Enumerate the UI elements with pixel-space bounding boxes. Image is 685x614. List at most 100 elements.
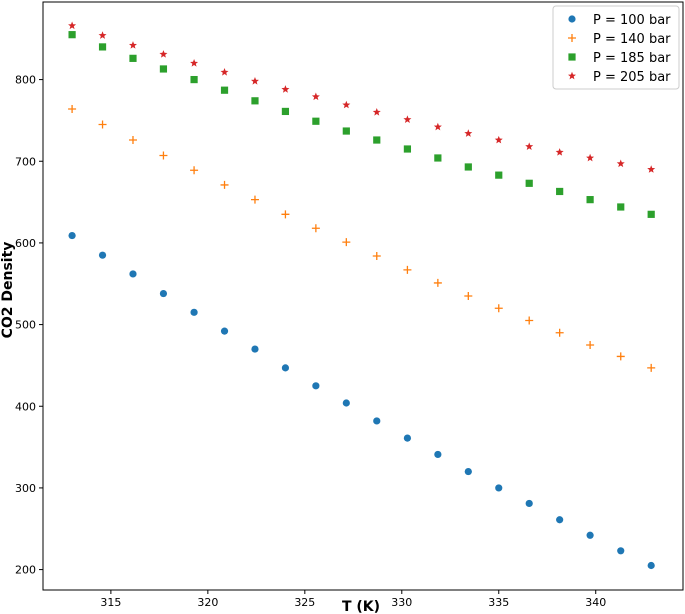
legend-marker (568, 34, 576, 42)
y-axis-title: CO2 Density (0, 242, 16, 339)
data-point (220, 68, 229, 76)
data-point (586, 153, 595, 162)
data-point (129, 54, 137, 62)
data-point (129, 270, 137, 278)
data-point (555, 328, 564, 337)
data-point (373, 417, 381, 425)
data-point (312, 382, 320, 390)
y-tick-label: 600 (15, 237, 36, 250)
data-point (464, 163, 472, 171)
y-tick-label: 700 (15, 155, 36, 168)
data-point (525, 142, 534, 150)
data-point (434, 450, 442, 459)
data-point (311, 92, 320, 101)
data-point (556, 516, 564, 524)
data-point (190, 166, 199, 175)
x-tick-label: 340 (585, 596, 606, 609)
data-point (68, 31, 76, 39)
data-point (342, 100, 351, 109)
data-point (464, 129, 473, 137)
data-point (433, 278, 442, 287)
x-tick-label: 335 (488, 596, 509, 609)
data-point (494, 304, 503, 313)
data-point (342, 238, 351, 247)
axes: 315 320 325 330 335 340 200 300 400 500 600 700 800 (15, 1, 684, 609)
legend: P = 100 bar P = 140 bar P = 185 bar P = 205… (552, 5, 680, 90)
data-point (616, 159, 625, 168)
data-point (433, 122, 442, 131)
data-point (128, 41, 137, 49)
data-point (434, 154, 442, 162)
data-point (220, 180, 229, 189)
data-point (647, 561, 655, 570)
data-point (464, 292, 473, 300)
series-2 (68, 104, 656, 372)
data-point (251, 345, 259, 353)
legend-marker (568, 15, 576, 23)
legend-label: P = 205 bar (593, 70, 671, 85)
data-point (586, 341, 595, 349)
legend-box (552, 5, 680, 90)
data-point (647, 165, 656, 173)
data-point (311, 224, 320, 233)
data-point (403, 115, 412, 123)
data-point (403, 265, 412, 274)
data-point (98, 251, 107, 259)
x-tick-label: 330 (391, 596, 412, 609)
data-point (190, 308, 198, 316)
data-point (647, 210, 655, 218)
data-point (251, 97, 259, 105)
data-point (281, 210, 290, 219)
legend-label: P = 185 bar (593, 51, 671, 66)
legend-marker (568, 53, 576, 61)
data-point (494, 135, 503, 144)
data-point (495, 484, 503, 492)
data-point (525, 316, 534, 325)
data-point (556, 187, 564, 196)
data-point (68, 21, 77, 30)
data-point (159, 289, 168, 298)
x-axis-title: T (K) (342, 599, 380, 614)
data-point (98, 43, 107, 51)
data-point (525, 499, 533, 508)
y-tick-label: 400 (15, 400, 36, 413)
data-point (586, 531, 594, 539)
data-point (281, 107, 290, 116)
data-point (617, 203, 625, 211)
data-point (68, 231, 76, 240)
data-point (98, 31, 107, 39)
data-point (403, 145, 412, 153)
data-point (525, 179, 533, 187)
data-point (159, 151, 168, 160)
data-point (159, 65, 168, 73)
y-tick-label: 200 (15, 564, 36, 577)
data-point (586, 196, 594, 204)
data-point (464, 467, 472, 476)
plot-frame (42, 1, 684, 591)
data-point (190, 59, 199, 67)
data-point (220, 86, 229, 94)
y-tick-label: 800 (15, 74, 36, 87)
data-point (128, 136, 137, 145)
x-tick-label: 325 (294, 596, 315, 609)
x-tick-label: 320 (197, 596, 218, 609)
plot-area (68, 21, 656, 570)
legend-marker (568, 71, 576, 80)
data-point (281, 364, 290, 372)
series-4 (68, 21, 656, 173)
data-point (190, 75, 198, 84)
data-point (250, 77, 259, 85)
legend-label: P = 100 bar (593, 13, 671, 28)
data-point (68, 104, 77, 113)
data-point (647, 363, 656, 372)
data-point (220, 327, 229, 335)
data-point (555, 148, 564, 156)
series-1 (68, 231, 655, 570)
data-point (98, 120, 107, 129)
data-point (342, 127, 350, 135)
data-point (617, 547, 625, 555)
data-point (495, 171, 503, 179)
data-point (342, 399, 350, 407)
y-tick-label: 300 (15, 482, 36, 495)
